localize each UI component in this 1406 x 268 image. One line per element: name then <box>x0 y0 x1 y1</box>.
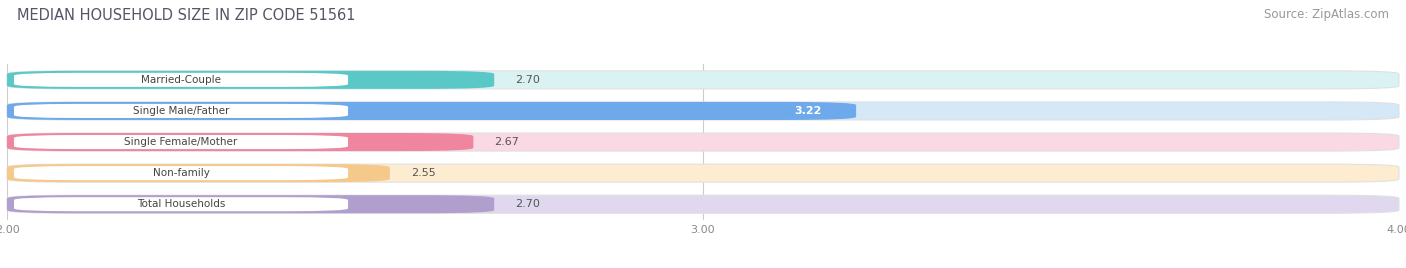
FancyBboxPatch shape <box>7 133 474 151</box>
FancyBboxPatch shape <box>14 197 349 211</box>
FancyBboxPatch shape <box>14 73 349 87</box>
FancyBboxPatch shape <box>14 135 349 149</box>
FancyBboxPatch shape <box>7 71 1399 89</box>
Text: 2.67: 2.67 <box>494 137 519 147</box>
FancyBboxPatch shape <box>7 164 1399 182</box>
FancyBboxPatch shape <box>7 195 495 213</box>
Text: 2.70: 2.70 <box>515 199 540 209</box>
Text: Married-Couple: Married-Couple <box>141 75 221 85</box>
Text: 2.70: 2.70 <box>515 75 540 85</box>
Text: MEDIAN HOUSEHOLD SIZE IN ZIP CODE 51561: MEDIAN HOUSEHOLD SIZE IN ZIP CODE 51561 <box>17 8 356 23</box>
FancyBboxPatch shape <box>7 102 1399 120</box>
FancyBboxPatch shape <box>14 166 349 180</box>
FancyBboxPatch shape <box>7 195 1399 213</box>
FancyBboxPatch shape <box>14 104 349 118</box>
FancyBboxPatch shape <box>7 133 1399 151</box>
Text: Non-family: Non-family <box>153 168 209 178</box>
Text: Source: ZipAtlas.com: Source: ZipAtlas.com <box>1264 8 1389 21</box>
Text: 2.55: 2.55 <box>411 168 436 178</box>
Text: Single Male/Father: Single Male/Father <box>132 106 229 116</box>
Text: Single Female/Mother: Single Female/Mother <box>124 137 238 147</box>
FancyBboxPatch shape <box>7 102 856 120</box>
Text: 3.22: 3.22 <box>794 106 821 116</box>
FancyBboxPatch shape <box>7 164 389 182</box>
Text: Total Households: Total Households <box>136 199 225 209</box>
FancyBboxPatch shape <box>7 71 495 89</box>
